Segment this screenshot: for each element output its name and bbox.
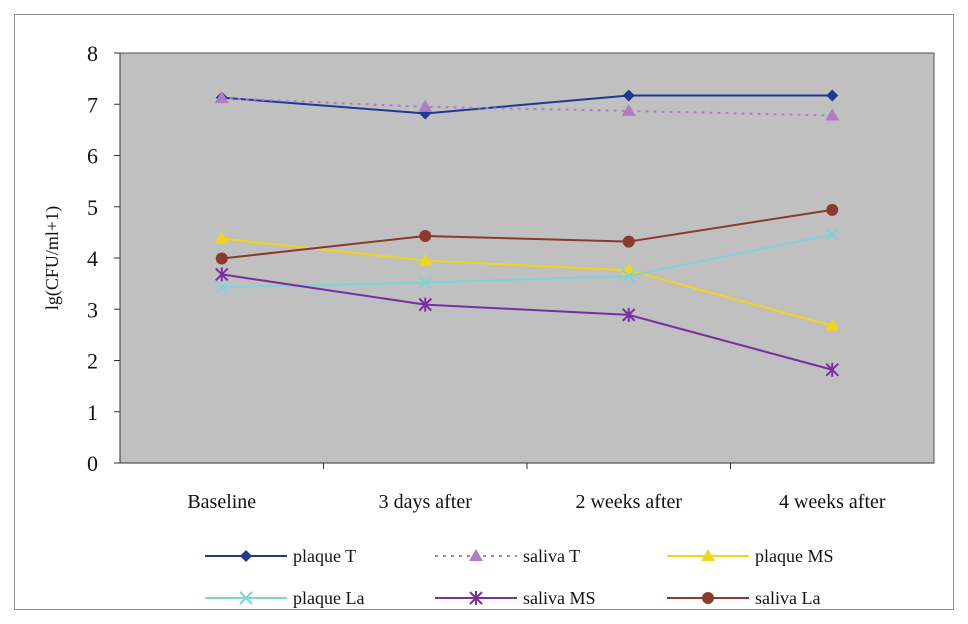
y-tick-label: 3 (87, 297, 98, 322)
legend-item-plaque-t: plaque T (205, 546, 356, 566)
data-point-saliva-la (826, 203, 839, 216)
series-line-saliva-ms (221, 273, 833, 371)
y-tick-label: 0 (87, 451, 98, 476)
y-tick-label: 5 (87, 195, 98, 220)
data-point-plaque-t (826, 89, 839, 102)
series-line-plaque-la (221, 233, 833, 289)
y-tick-labels: 0 1 2 3 4 5 6 7 8 (87, 41, 120, 476)
series-plaque-ms (214, 231, 840, 331)
data-point-plaque-la (215, 280, 229, 294)
data-point-saliva-t (214, 91, 229, 104)
data-point-plaque-la (418, 275, 432, 290)
legend-marker (240, 550, 252, 562)
plot-area (119, 52, 935, 464)
legend-item-plaque-la: plaque La (205, 588, 364, 608)
legend-label: plaque T (293, 546, 356, 566)
legend-marker (702, 592, 714, 604)
data-point-saliva-t (825, 108, 840, 121)
legend-label: plaque La (293, 588, 364, 608)
x-category-label: 4 weeks after (779, 491, 886, 513)
series-saliva-ms (215, 267, 839, 377)
series-line-saliva-t (221, 97, 833, 117)
y-tick-label: 7 (87, 92, 98, 117)
legend-item-saliva-la: saliva La (667, 588, 820, 608)
data-point-plaque-la (622, 269, 636, 283)
legend-marker (469, 549, 483, 561)
data-point-saliva-t (621, 103, 636, 116)
x-category-label: 3 days after (379, 491, 473, 513)
data-point-saliva-la (622, 235, 635, 248)
data-point-saliva-ms (418, 297, 432, 312)
data-point-saliva-la (215, 252, 228, 265)
data-point-plaque-ms (214, 231, 229, 244)
legend-label: saliva T (523, 546, 580, 566)
data-point-plaque-ms (418, 253, 433, 266)
legend-label: saliva MS (523, 588, 596, 608)
legend-item-plaque-ms: plaque MS (667, 546, 834, 566)
series-line-saliva-la (221, 208, 833, 260)
y-axis-title: lg(CFU/ml+1) (42, 206, 63, 310)
legend-label: saliva La (755, 588, 820, 608)
data-point-saliva-la (419, 229, 432, 242)
data-point-saliva-t (418, 99, 433, 112)
x-category-label: 2 weeks after (575, 491, 682, 513)
y-tick-label: 2 (87, 349, 98, 374)
x-category-label: Baseline (187, 491, 256, 513)
legend: plaque T saliva T plaque MS plaque La saliva… (205, 546, 834, 608)
series-line-plaque-t (221, 94, 833, 115)
series-plaque-la (215, 227, 839, 294)
x-category-labels: Baseline 3 days after 2 weeks after 4 weeks… (187, 463, 886, 513)
series-lines (214, 89, 840, 377)
legend-label: plaque MS (755, 546, 834, 566)
legend-marker (239, 591, 253, 605)
y-tick-label: 4 (87, 246, 98, 271)
data-point-saliva-ms (825, 362, 839, 377)
series-saliva-t (214, 91, 840, 121)
series-line-plaque-ms (221, 237, 833, 327)
data-point-plaque-t (622, 89, 635, 102)
y-tick-label: 8 (87, 41, 98, 66)
legend-marker (701, 549, 715, 561)
y-tick-label: 6 (87, 144, 98, 169)
legend-item-saliva-ms: saliva MS (435, 588, 596, 608)
data-point-plaque-ms (825, 318, 840, 331)
y-tick-label: 1 (87, 400, 98, 425)
data-point-saliva-ms (622, 307, 636, 322)
legend-item-saliva-t: saliva T (435, 546, 580, 566)
series-saliva-la (215, 203, 839, 265)
data-point-saliva-ms (215, 267, 229, 282)
data-point-plaque-la (825, 227, 839, 242)
legend-marker (469, 591, 483, 605)
